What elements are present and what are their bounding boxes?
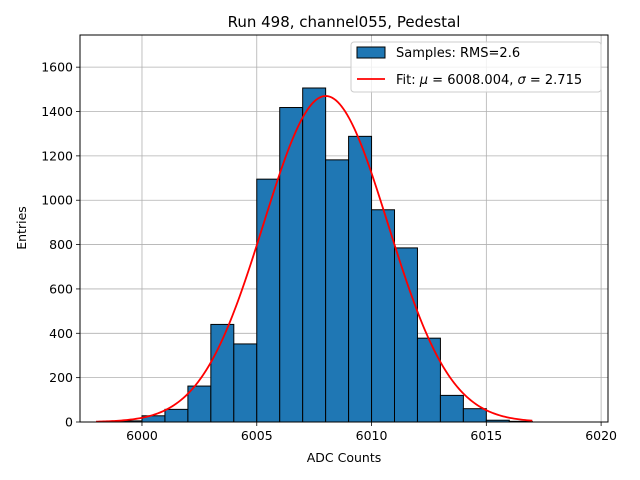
histogram-bar (325, 159, 350, 423)
histogram-bar (394, 247, 418, 423)
y-axis-label: Entries (14, 206, 29, 250)
chart-title: Run 498, channel055, Pedestal (228, 13, 461, 31)
histogram-bars (118, 87, 533, 423)
x-tick-label: 6020 (585, 428, 617, 443)
histogram-bar (164, 408, 189, 423)
legend-fit-label: Fit: μ = 6008.004, σ = 2.715 (396, 73, 582, 88)
x-tick-label: 6000 (126, 428, 158, 443)
legend-samples-label: Samples: RMS=2.6 (396, 46, 520, 61)
histogram-bar (256, 178, 281, 423)
legend: Samples: RMS=2.6 Fit: μ = 6008.004, σ = … (350, 41, 602, 93)
histogram-bar (233, 343, 258, 423)
y-tick-label: 800 (49, 237, 73, 252)
y-tick-label: 0 (65, 415, 73, 430)
histogram-bar (348, 135, 373, 423)
x-tick-label: 6010 (356, 428, 388, 443)
histogram-bar (187, 385, 212, 423)
histogram-bar (279, 107, 304, 423)
histogram-bar (371, 209, 396, 423)
fit-curve-group (96, 95, 533, 423)
legend-box (350, 41, 602, 93)
y-tick-label: 600 (49, 281, 73, 296)
axis-ticks: 6000 6005 6010 6015 6020 0 200 400 600 800 1000 120… (41, 60, 617, 443)
histogram-bar (462, 408, 487, 423)
y-tick-label: 1000 (41, 193, 73, 208)
x-axis-label: ADC Counts (307, 450, 382, 465)
x-tick-label: 6015 (470, 428, 502, 443)
histogram-bar (302, 87, 327, 423)
y-tick-label: 1200 (41, 148, 73, 163)
fit-curve (96, 95, 533, 423)
x-tick-label: 6005 (241, 428, 273, 443)
plot-frame (79, 34, 609, 423)
histogram-bar (439, 394, 464, 423)
histogram-bar (416, 337, 441, 423)
y-tick-label: 400 (49, 326, 73, 341)
y-tick-label: 1600 (41, 60, 73, 75)
y-tick-label: 200 (49, 370, 73, 385)
y-tick-label: 1400 (41, 104, 73, 119)
legend-samples-swatch (356, 46, 386, 59)
